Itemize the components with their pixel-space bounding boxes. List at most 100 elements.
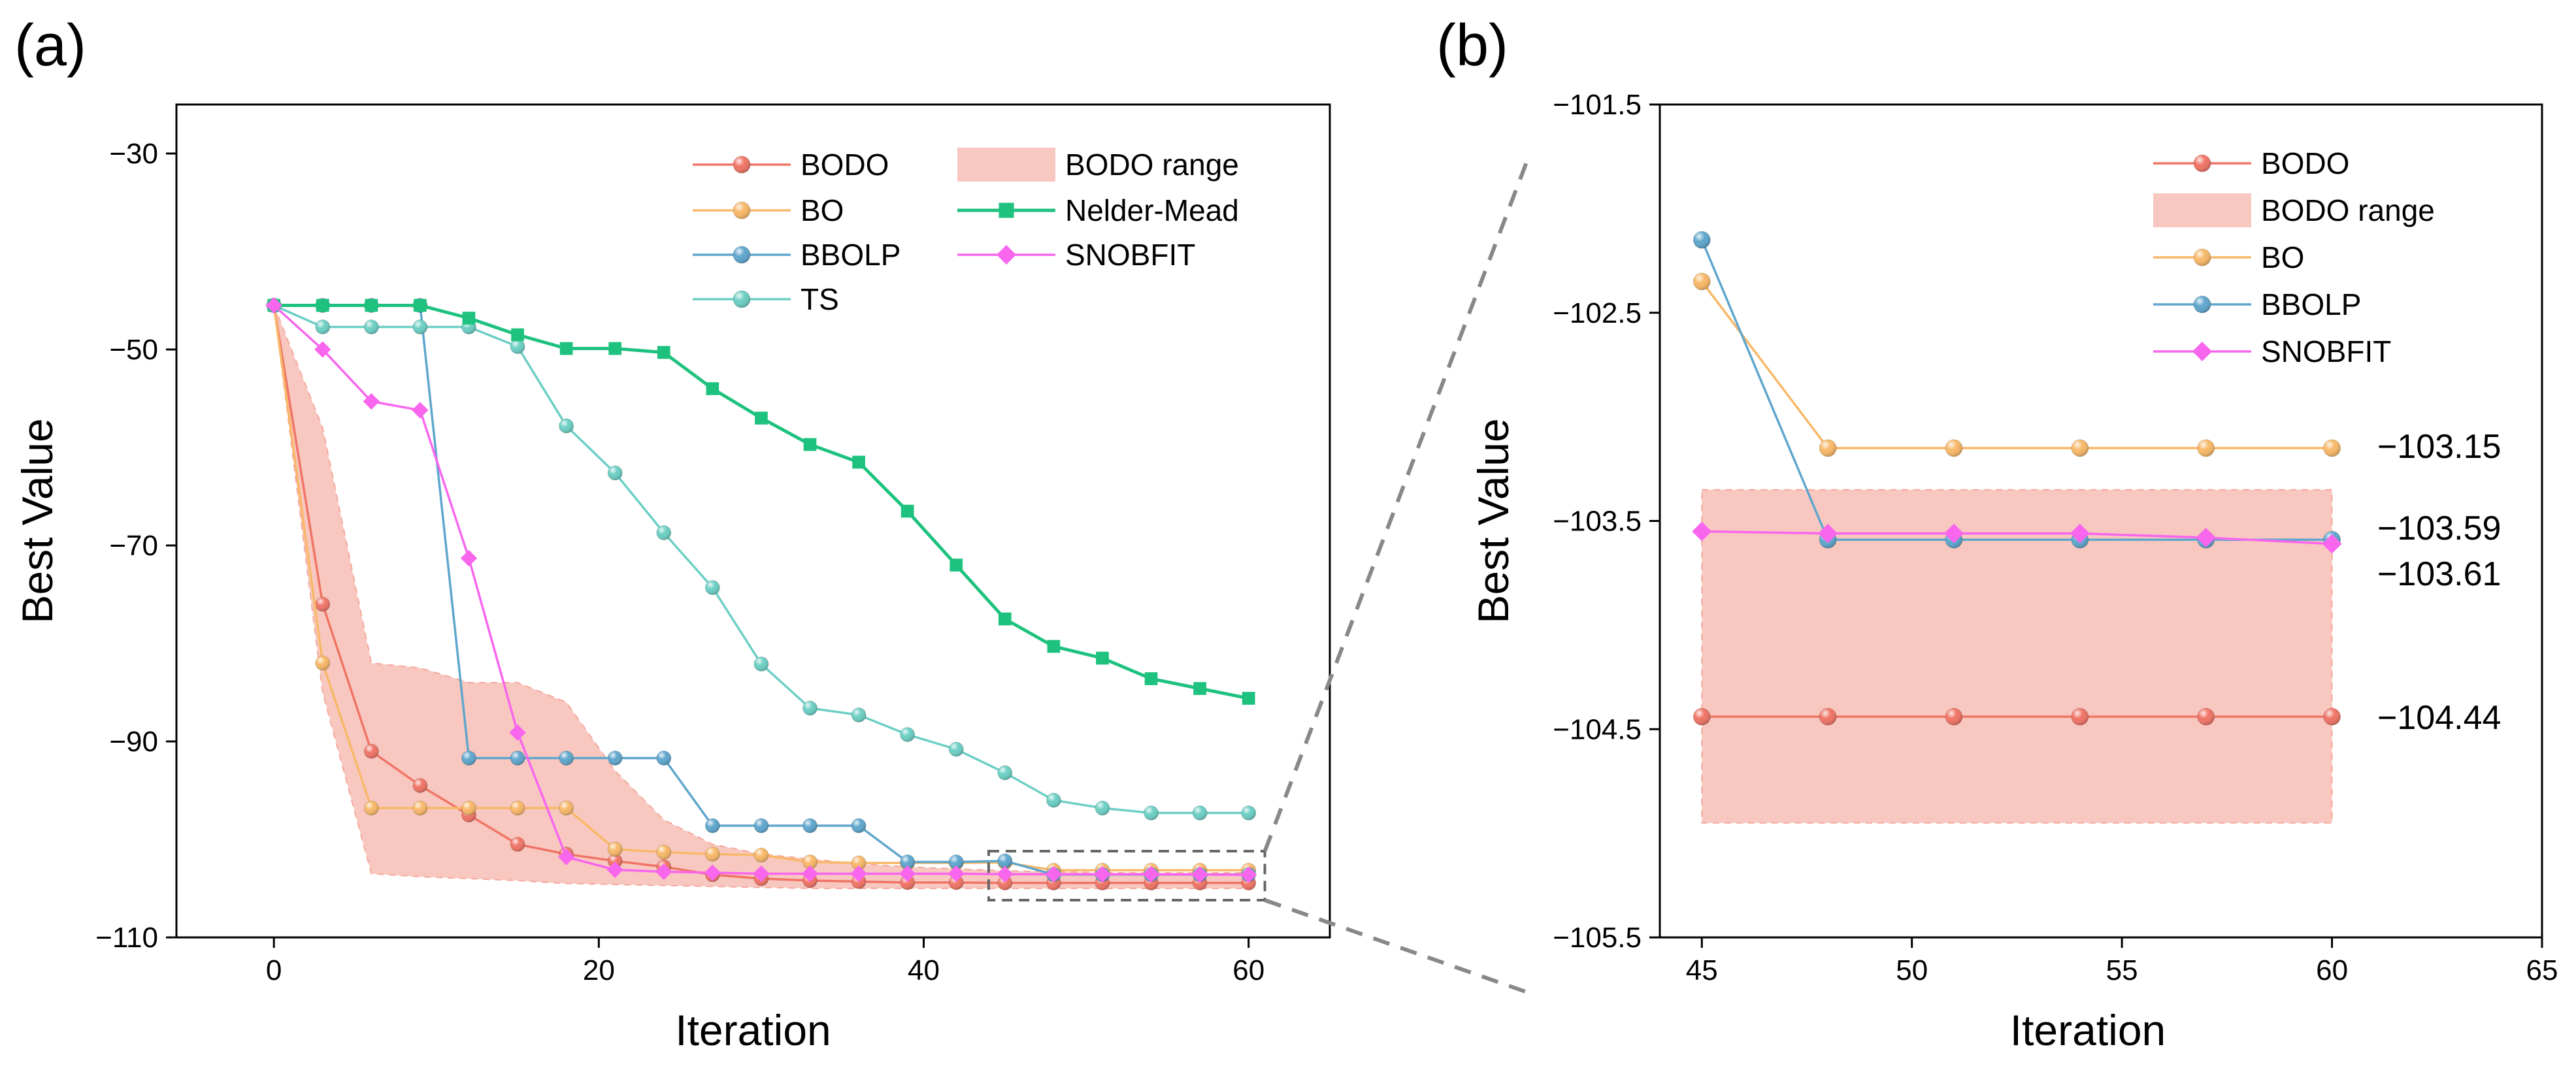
end-label: −104.44 [2377, 699, 2501, 737]
point-bodo-shine [1819, 708, 1837, 726]
point-ts-shine [705, 580, 720, 595]
y-tick-label: −110 [95, 922, 158, 954]
legend-label: TS [801, 282, 839, 316]
legend: BODO BODO range BO Nelder-Mead BBOLP SNOBFIT T… [693, 148, 1239, 316]
point-nelder-mead [852, 455, 865, 469]
point-bodo-shine [900, 875, 915, 890]
legend-marker-shine [2194, 249, 2211, 266]
series-line-bo [1700, 280, 2332, 449]
legend-marker-shine [733, 246, 750, 263]
y-tick-label: −70 [109, 530, 158, 562]
point-snobfit [1142, 866, 1160, 883]
y-tick-label: −50 [109, 334, 158, 366]
point-snobfit [1045, 866, 1063, 883]
point-snobfit [509, 724, 526, 741]
legend-marker [2192, 342, 2212, 361]
x-tick-label: 20 [583, 954, 615, 986]
point-ts-shine [900, 727, 915, 742]
legend-marker-shine [733, 291, 750, 308]
point-bo-shine [1819, 439, 1837, 457]
point-bbolp-shine [1693, 231, 1711, 249]
point-snobfit [412, 402, 429, 419]
series-bo [266, 298, 1257, 878]
x-tick-label: 40 [908, 954, 940, 986]
point-bo-shine [1693, 272, 1711, 290]
point-nelder-mead [414, 299, 427, 312]
point-ts-shine [1046, 793, 1061, 807]
point-snobfit [1094, 866, 1111, 883]
legend-label: Nelder-Mead [1065, 193, 1239, 227]
legend-marker [999, 203, 1014, 218]
point-bbolp-shine [656, 751, 671, 766]
point-nelder-mead [949, 559, 963, 572]
point-bo-shine [656, 845, 671, 860]
point-ts-shine [851, 707, 867, 722]
legend-item-bo: BO [693, 193, 844, 227]
point-bo-shine [364, 801, 379, 815]
range-band [1701, 489, 2333, 824]
point-bo-shine [705, 847, 720, 862]
legend-label: BODO [2261, 146, 2349, 180]
point-snobfit [997, 866, 1014, 883]
legend-label: BBOLP [2261, 287, 2361, 321]
legend-label: BODO range [1065, 148, 1239, 182]
point-bodo-shine [412, 778, 427, 793]
point-snobfit [704, 864, 721, 881]
point-ts-shine [510, 339, 525, 354]
point-ts-shine [753, 657, 768, 672]
point-ts-shine [412, 319, 427, 334]
y-tick-label: −104.5 [1553, 713, 1642, 745]
point-nelder-mead [900, 504, 914, 518]
point-bo-shine [802, 854, 817, 869]
legend-item-ts: TS [693, 282, 839, 316]
point-bbolp-shine [461, 751, 476, 766]
point-snobfit [1692, 521, 1712, 542]
zoom-connector-bottom [1264, 898, 1530, 995]
x-tick-label: 55 [2106, 954, 2138, 986]
point-ts-shine [1095, 801, 1110, 815]
legend-marker-shine [2194, 155, 2211, 172]
series-snobfit [265, 297, 1257, 883]
x-tick-label: 0 [266, 954, 282, 986]
series-line-snobfit [1702, 530, 2332, 545]
point-bo-shine [461, 801, 476, 815]
point-snobfit [2196, 528, 2216, 547]
end-label: −103.61 [2377, 555, 2501, 593]
zoom-connector-top [1263, 154, 1531, 852]
point-bbolp-shine [949, 854, 964, 869]
point-bbolp-shine [997, 854, 1012, 868]
legend-item-bodo-range: BODO range [957, 148, 1239, 182]
point-bo-shine [412, 801, 427, 815]
point-bo-shine [559, 801, 574, 815]
y-tick-label: −30 [109, 138, 158, 170]
point-snobfit [314, 341, 331, 358]
point-snobfit [2322, 534, 2342, 554]
x-tick-label: 60 [1232, 954, 1264, 986]
point-bbolp-shine [559, 751, 574, 766]
y-tick-label: −90 [109, 726, 158, 758]
point-bodo-shine [1945, 708, 1962, 726]
legend-label: BBOLP [801, 238, 900, 272]
plot-frame [175, 103, 1331, 939]
legend-label: SNOBFIT [2261, 334, 2391, 368]
point-snobfit [850, 865, 867, 883]
y-tick-label: −103.5 [1553, 506, 1642, 538]
point-snobfit [2070, 523, 2090, 543]
point-nelder-mead [462, 312, 476, 325]
point-bbolp-shine [608, 751, 623, 766]
legend-item-bodo-range: BODO range [2153, 193, 2435, 227]
point-bodo-shine [949, 875, 964, 890]
point-nelder-mead [998, 612, 1012, 626]
point-nelder-mead [559, 342, 573, 355]
panel-label: (b) [1436, 13, 1508, 78]
end-label: −103.59 [2377, 510, 2501, 547]
point-nelder-mead [511, 328, 524, 342]
point-bo-shine [2071, 439, 2089, 457]
point-nelder-mead [657, 346, 670, 359]
point-ts-shine [1241, 805, 1256, 820]
x-axis-title: Iteration [675, 1006, 831, 1054]
point-bodo-shine [2323, 708, 2341, 726]
y-tick-label: −101.5 [1553, 89, 1642, 121]
point-ts-shine [1193, 805, 1208, 820]
legend-item-snobfit: SNOBFIT [2153, 334, 2391, 368]
